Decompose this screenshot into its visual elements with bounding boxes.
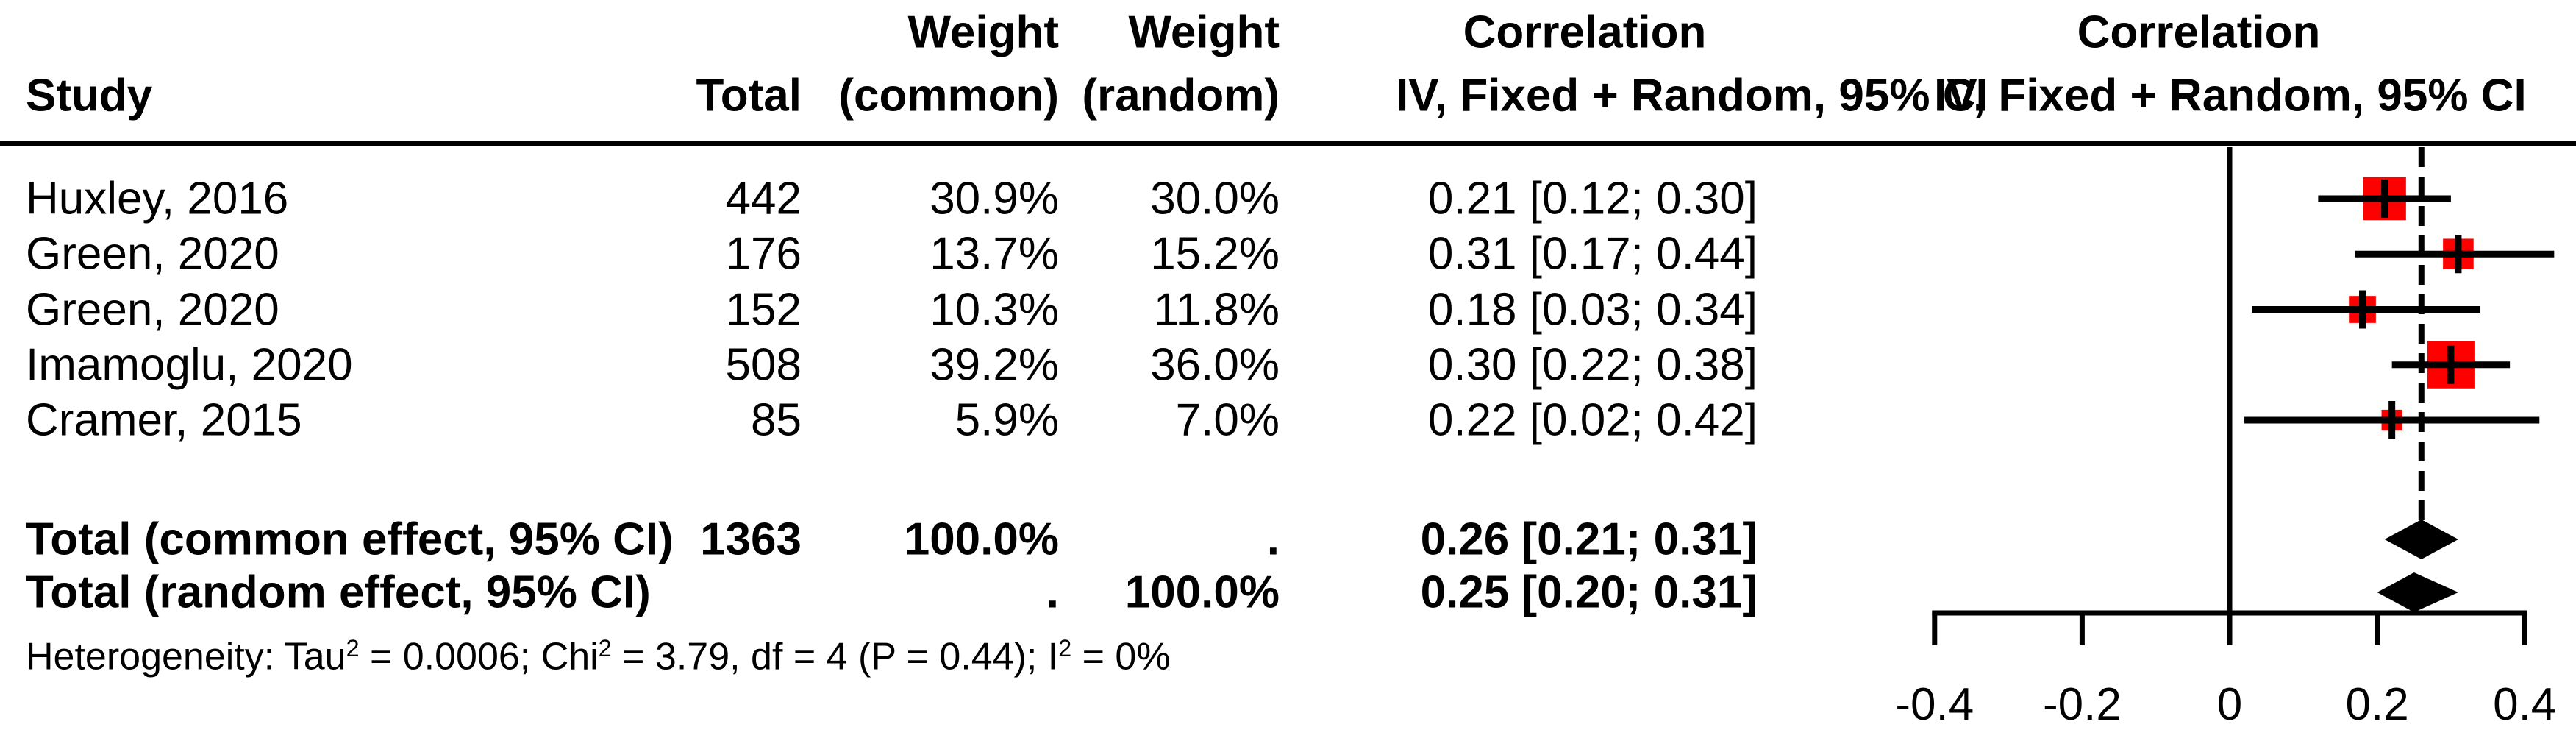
plot-header-correlation-line1: Correlation — [2077, 7, 2321, 58]
column-header-total: Total — [696, 70, 802, 121]
table-row-2-weight-common: 10.3% — [930, 283, 1059, 335]
estimate-tick — [2388, 401, 2396, 439]
x-axis-tick-label: -0.4 — [1895, 679, 1974, 730]
x-axis-tick-label: 0.2 — [2345, 679, 2408, 730]
table-row-4-weight-random: 7.0% — [1175, 394, 1280, 446]
estimate-tick — [2447, 345, 2455, 384]
table-row-4-total: 85 — [751, 394, 802, 446]
column-header-weight-common-line1: Weight — [907, 7, 1060, 58]
column-header-weight-random-line1: Weight — [1128, 7, 1280, 58]
table-row-1-study: Green, 2020 — [26, 228, 279, 280]
pooled-diamond-random — [2377, 572, 2458, 612]
table-row-3-weight-random: 36.0% — [1150, 339, 1280, 391]
total-random-weight-random: 100.0% — [1124, 567, 1280, 618]
total-common-n: 1363 — [700, 514, 802, 565]
table-row-0-correlation: 0.21 [0.12; 0.30] — [1427, 173, 1758, 224]
table-row-1-weight-common: 13.7% — [930, 228, 1059, 280]
column-header-correlation-line1: Correlation — [1463, 7, 1707, 58]
estimate-tick — [2359, 290, 2366, 329]
table-row-1-correlation: 0.31 [0.17; 0.44] — [1427, 228, 1758, 280]
table-row-3-total: 508 — [725, 339, 802, 391]
column-header-weight-common-line2: (common) — [838, 70, 1059, 121]
table-row-0-weight-random: 30.0% — [1150, 173, 1280, 224]
heterogeneity-note: Heterogeneity: Tau2 = 0.0006; Chi2 = 3.7… — [26, 634, 1171, 678]
table-row-2-total: 152 — [725, 283, 802, 335]
superscript-2: 2 — [346, 634, 360, 662]
table-row-0-weight-common: 30.9% — [930, 173, 1059, 224]
table-row-2-weight-random: 11.8% — [1153, 283, 1280, 335]
table-row-2-study: Green, 2020 — [26, 283, 279, 335]
table-row-0-total: 442 — [725, 173, 802, 224]
estimate-tick — [2381, 180, 2388, 218]
total-common-correlation: 0.26 [0.21; 0.31] — [1420, 514, 1758, 565]
x-axis-tick-label: 0.4 — [2493, 679, 2556, 730]
table-row-2-correlation: 0.18 [0.03; 0.34] — [1427, 283, 1758, 335]
table-row-3-study: Imamoglu, 2020 — [26, 339, 353, 391]
table-row-1-total: 176 — [725, 228, 802, 280]
table-row-4-study: Cramer, 2015 — [26, 394, 302, 446]
total-common-weight-random: . — [1266, 514, 1280, 565]
total-common-label: Total (common effect, 95% CI) — [26, 514, 674, 565]
table-row-3-correlation: 0.30 [0.22; 0.38] — [1427, 339, 1758, 391]
total-random-weight-common: . — [1046, 567, 1059, 618]
header-divider — [0, 141, 2576, 146]
table-row-4-weight-common: 5.9% — [955, 394, 1059, 446]
table-row-1-weight-random: 15.2% — [1150, 228, 1280, 280]
total-random-correlation: 0.25 [0.20; 0.31] — [1420, 567, 1758, 618]
total-random-label: Total (random effect, 95% CI) — [26, 567, 651, 618]
superscript-2: 2 — [598, 634, 612, 662]
column-header-study: Study — [26, 70, 153, 121]
total-common-weight-common: 100.0% — [904, 514, 1059, 565]
pooled-diamond-common — [2384, 520, 2458, 559]
plot-header-correlation-line2: IV, Fixed + Random, 95% CI — [1934, 70, 2527, 121]
x-axis-tick-label: -0.2 — [2043, 679, 2122, 730]
table-row-4-correlation: 0.22 [0.02; 0.42] — [1427, 394, 1758, 446]
column-header-weight-random-line2: (random) — [1082, 70, 1280, 121]
table-row-3-weight-common: 39.2% — [930, 339, 1059, 391]
table-row-0-study: Huxley, 2016 — [26, 173, 289, 224]
x-axis-tick-label: 0 — [2217, 679, 2242, 730]
estimate-tick — [2455, 235, 2462, 274]
superscript-2: 2 — [1058, 634, 1072, 662]
heterogeneity-text: Heterogeneity: Tau — [26, 635, 346, 678]
